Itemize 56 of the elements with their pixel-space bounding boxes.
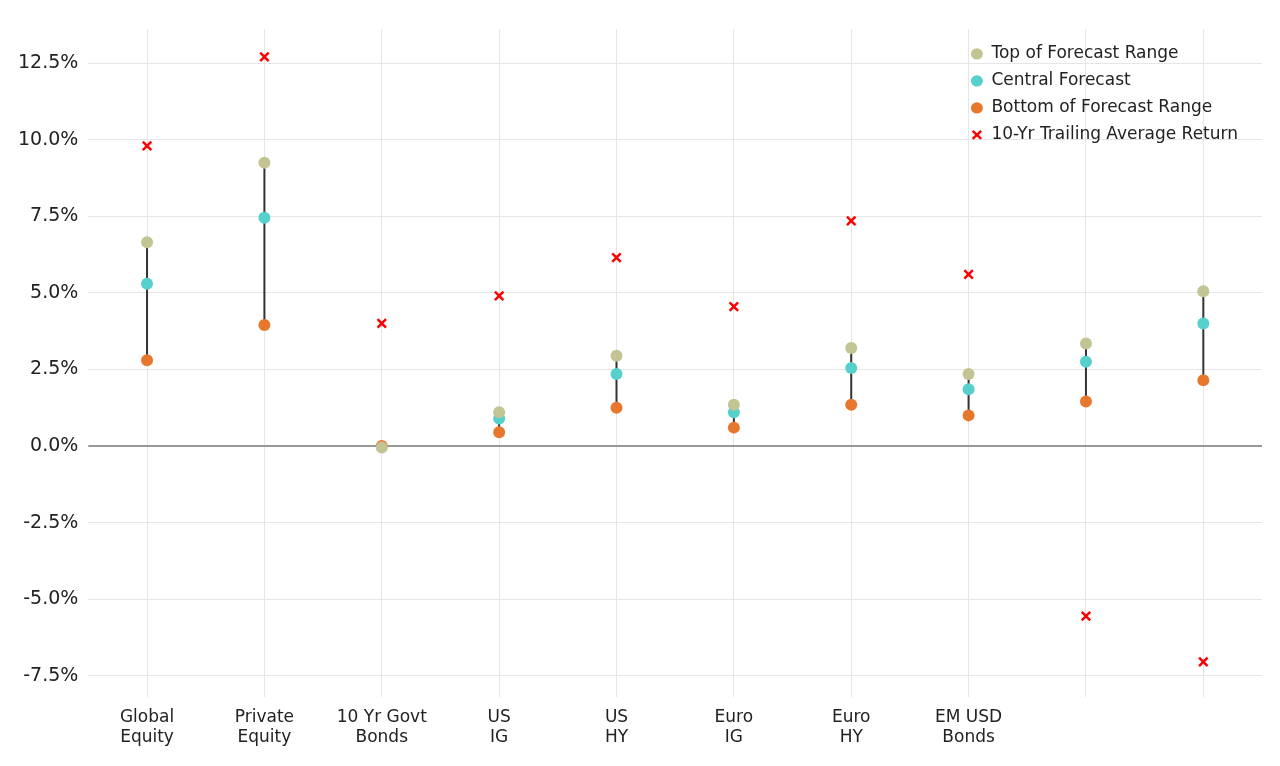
point [141,354,154,367]
point [258,211,271,224]
point [141,236,154,249]
point [1197,285,1210,298]
point [845,398,858,411]
point [1079,355,1092,368]
point [727,398,740,411]
y-tick-label: 10.0% [18,126,79,149]
x-tick-label: Euro IG [714,705,754,747]
point [1079,337,1092,350]
point [845,215,857,227]
legend-label: Top of Forecast Range [990,42,1179,63]
x-tick-label: US HY [604,705,629,747]
point [610,349,623,362]
point [141,277,154,290]
y-tick-label: -5.0% [23,586,79,609]
y-tick-label: 5.0% [30,279,79,302]
x-tick-label: Global Equity [119,705,175,747]
point [962,383,975,396]
point [376,317,388,329]
point [493,426,506,439]
point [258,156,271,169]
x-tick-label: EM USD Bonds [935,705,1003,747]
x-tick-label: Private Equity [234,705,295,747]
point [493,290,505,302]
y-tick-label: 12.5% [18,50,79,73]
y-tick-label: 7.5% [30,203,79,226]
point [258,51,270,63]
point [141,140,153,152]
point [611,252,622,264]
x-tick-label: 10 Yr Govt Bonds [336,705,428,747]
point [962,409,975,422]
legend-label: Bottom of Forecast Range [991,96,1213,117]
point [1079,395,1092,408]
point [728,301,740,313]
point [845,361,858,374]
point [1197,317,1210,330]
point [610,401,623,414]
point [727,421,740,434]
y-tick-label: 2.5% [30,356,79,379]
y-tick-label: 0.0% [30,432,79,455]
point [493,406,506,419]
x-tick-label: US IG [487,705,511,747]
point [1197,656,1209,668]
legend-label: Central Forecast [991,69,1131,90]
y-tick-label: -7.5% [23,662,79,685]
legend-label: 10-Yr Trailing Average Return [991,123,1239,144]
x-tick-label: Euro HY [831,705,871,747]
point [1197,374,1210,387]
point [962,368,975,381]
point [258,319,271,332]
point [610,368,623,381]
y-tick-label: -2.5% [23,509,79,532]
point [963,268,975,280]
point [1080,610,1092,622]
point [845,341,858,354]
